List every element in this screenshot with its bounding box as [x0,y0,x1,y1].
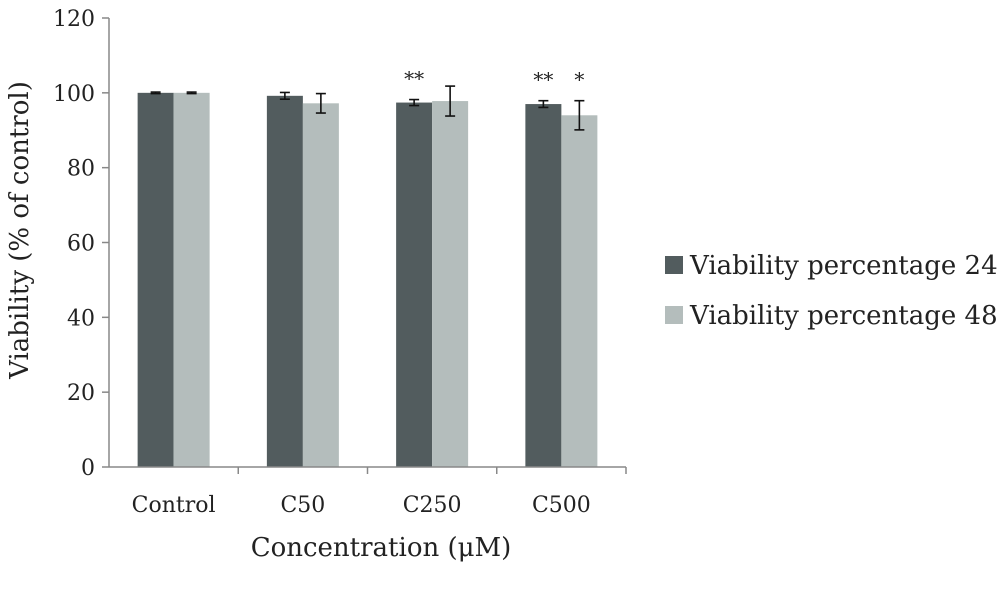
y-tick-label: 20 [67,381,95,406]
error-bar [409,98,420,107]
bar-c500-series-1 [525,104,562,467]
error-bar [445,85,456,117]
bar-c50-series-2 [302,103,339,467]
error-bar [150,91,161,95]
error-bar [538,99,549,109]
legend-swatch-48h [665,306,683,324]
bar-c250-series-2 [432,101,469,467]
error-bars-layer [150,85,585,131]
y-tick-label: 0 [81,456,95,481]
error-bar [315,92,326,114]
significance-mark: * [574,68,584,92]
legend-label-24h: Viability percentage 24 [689,251,998,281]
significance-mark: ** [404,67,424,91]
y-tick-label: 100 [53,82,95,107]
bar-c500-series-2 [561,115,598,468]
x-tick-label: Control [132,493,216,518]
bar-c50-series-1 [266,95,303,468]
y-tick-label: 80 [67,157,95,182]
y-axis-title: Viability (% of control) [5,81,35,380]
x-axis-ticks: Control C50 C250 C500 [132,467,627,518]
error-bar [186,91,197,95]
y-tick-label: 120 [53,7,95,32]
bar-control-series-1 [137,92,174,467]
error-bar [279,91,290,100]
bars-layer [137,92,598,468]
y-axis-ticks: 0 20 40 60 80 100 120 [53,7,109,481]
significance-layer: ** ** * [404,67,584,92]
y-tick-label: 40 [67,306,95,331]
legend: Viability percentage 24 Viability percen… [665,251,998,331]
error-bar [574,99,585,131]
significance-mark: ** [533,68,553,92]
legend-swatch-24h [665,256,683,274]
bar-control-series-2 [173,92,210,467]
bar-c250-series-1 [396,102,433,467]
x-tick-label: C250 [403,493,462,518]
legend-label-48h: Viability percentage 48 [689,301,998,331]
x-axis-title: Concentration (μM) [251,533,512,563]
x-tick-label: C500 [532,493,591,518]
x-tick-label: C50 [280,493,325,518]
y-tick-label: 60 [67,232,95,257]
